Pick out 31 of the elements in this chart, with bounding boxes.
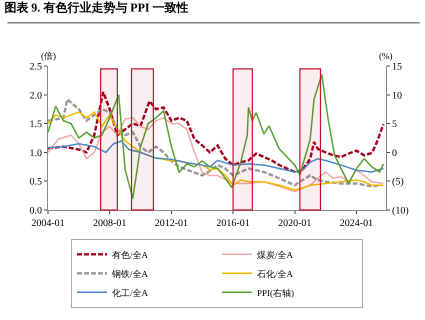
y-tick-label: 0.5	[30, 176, 42, 188]
y-tick-label: 2.5	[30, 62, 42, 72]
y2-tick-label: 10	[392, 90, 402, 102]
line-series	[48, 98, 381, 188]
line-series	[48, 90, 385, 174]
legend-label: 煤炭/全A	[257, 250, 294, 260]
y-tick-label: 1.5	[30, 119, 42, 130]
y2-tick-label: 5	[392, 119, 397, 130]
y2-tick-label: (5)	[392, 176, 404, 188]
legend-label: 有色/全A	[112, 250, 148, 260]
x-tick-label: 2016-01	[216, 218, 250, 229]
legend-label: 石化/全A	[257, 268, 294, 279]
line-series	[48, 74, 384, 200]
x-tick-label: 2020-01	[278, 218, 312, 229]
legend-label: 钢铁/全A	[111, 268, 148, 279]
y-tick-label: 2.0	[30, 90, 42, 102]
y-axis-title: (倍)	[41, 51, 56, 61]
x-tick-label: 2012-01	[154, 218, 188, 229]
x-tick-label: 2008-01	[93, 218, 126, 229]
legend-label: 化工/全A	[112, 288, 148, 298]
legend-label: PPI(右轴)	[257, 288, 294, 298]
y2-tick-label: 0	[392, 148, 397, 159]
y2-tick-label: (10)	[392, 206, 409, 216]
chart-title: 图表 9. 有色行业走势与 PPI 一致性	[4, 0, 189, 15]
y2-tick-label: 15	[392, 62, 402, 72]
y2-axis-title: (%)	[379, 51, 392, 61]
x-tick-label: 2024-01	[340, 218, 374, 229]
y-tick-label: 1.0	[30, 148, 42, 159]
line-series	[48, 140, 384, 173]
x-tick-label: 2004-01	[31, 218, 65, 229]
y-tick-label: 0.0	[30, 206, 42, 216]
